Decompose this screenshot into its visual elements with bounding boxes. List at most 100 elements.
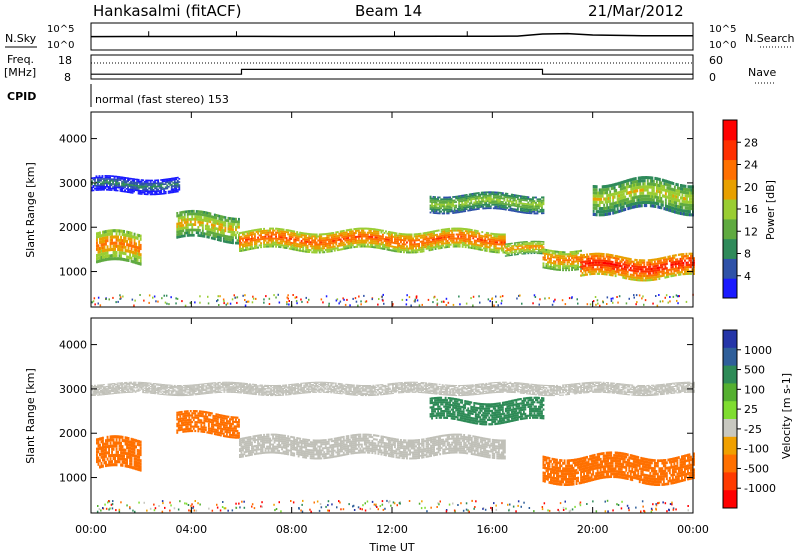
heat-cell [587,271,590,274]
heat-cell [633,199,636,203]
heat-cell [105,230,107,234]
heat-cell [524,204,527,207]
heat-cell [377,228,380,231]
heat-cell [222,221,225,224]
heat-cell [464,199,467,202]
heat-cell [406,237,408,240]
heat-cell [646,277,649,280]
heat-cell [498,200,501,203]
heat-cell [122,190,125,193]
heat-cell [616,261,619,265]
heat-cell [550,259,552,262]
heat-cell [449,203,452,206]
heat-cell [578,258,581,261]
heat-cell [109,241,112,245]
heat-cell [293,232,296,235]
heat-cell [407,239,410,242]
heat-cell [594,213,597,217]
heat-cell [554,252,557,255]
heat-cell [467,197,470,200]
heat-cell [653,276,656,279]
heat-cell [464,204,467,207]
heat-cell [527,247,530,249]
heat-cell [287,241,290,244]
heat-cell [464,240,467,243]
heat-cell [687,257,689,260]
heat-noise [292,294,294,296]
heat-cell [460,241,463,244]
heat-cell [248,242,250,245]
heat-cell [510,200,513,203]
heat-cell [374,234,377,237]
heat-cell [300,240,303,242]
heat-cell [339,244,342,247]
heat-cell [632,278,635,281]
heat-cell [467,228,470,231]
heat-cell [449,233,452,236]
heat-cell [613,195,616,199]
heat-cell [269,231,271,234]
heat-cell [598,257,601,260]
heat-cell [521,204,524,207]
heat-cell [422,246,425,249]
heat-cell [148,187,151,189]
heat-cell [522,209,525,212]
heat-cell [185,218,188,221]
heat-cell [658,193,661,197]
heat-cell [495,205,498,208]
heat-cell [533,210,536,213]
heat-cell [275,231,277,234]
heat-cell [484,233,487,236]
heat-cell [129,234,131,238]
heat-cell [122,186,125,188]
heat-cell [488,200,491,202]
heat-cell [668,255,671,258]
heat-cell [639,185,642,189]
heat-cell [461,200,464,202]
heat-cell [461,209,464,211]
heat-cell [368,237,371,240]
heat-cell [574,252,576,255]
heat-cell [430,231,432,233]
heat-cell [560,255,563,258]
heat-cell [479,242,482,245]
heat-noise [153,295,156,298]
heat-cell [515,196,518,199]
heat-cell [449,196,452,199]
heat-cell [627,197,630,201]
heat-cell [607,196,610,200]
heat-cell [527,198,530,200]
heat-cell [229,230,231,234]
heat-cell [596,252,599,255]
heat-cell [509,244,512,246]
heat-cell [434,248,437,250]
heat-cell [685,263,688,267]
heat-cell [681,193,684,197]
heat-cell [581,272,584,275]
heat-cell [625,185,628,189]
heat-cell [260,234,262,237]
heat-cell [248,230,250,233]
heat-cell [571,251,573,253]
heat-cell [130,241,133,245]
heat-cell [385,240,387,243]
nsky-scale-hi-left: 10^5 [47,24,74,35]
heat-cell [412,245,414,248]
heat-cell [430,246,432,249]
heat-cell [129,237,131,241]
heat-cell [637,185,640,189]
heat-cell [476,208,479,210]
heat-cell [431,210,433,212]
heat-cell [287,245,290,248]
heat-cell [510,193,513,196]
heat-noise [436,302,439,305]
heat-cell [293,244,296,247]
heat-cell [600,194,603,198]
heat-cell [634,258,637,261]
heat-cell [486,191,489,194]
heat-cell [595,191,598,195]
heat-cell [238,239,240,242]
heat-cell [619,184,622,188]
heat-cell [118,229,121,233]
heat-cell [458,211,461,214]
